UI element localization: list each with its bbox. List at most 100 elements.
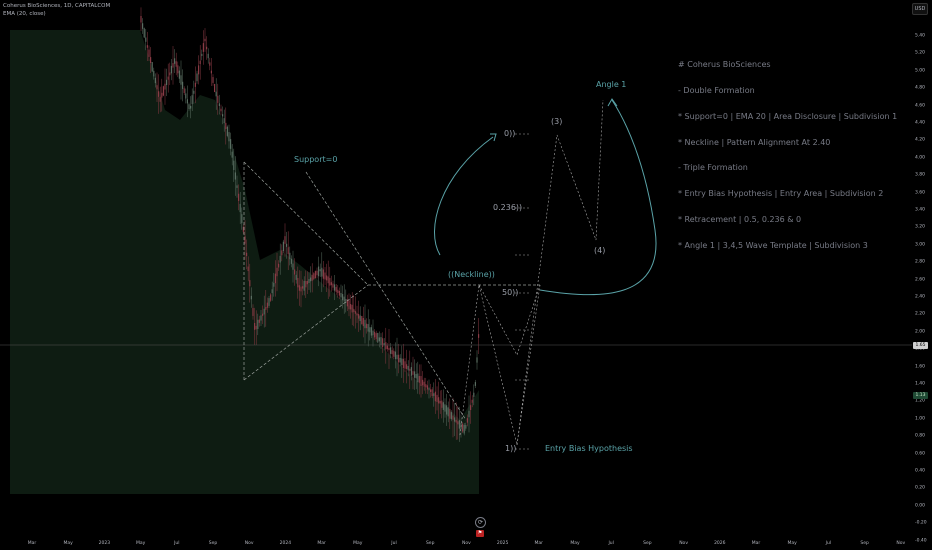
candle-body	[275, 274, 276, 284]
candle-body	[209, 62, 210, 65]
candle-body	[468, 411, 469, 417]
candle-body	[224, 118, 225, 123]
candle-body	[342, 294, 343, 300]
candle-body	[392, 350, 393, 354]
candle-body	[244, 236, 245, 243]
candle-body	[230, 139, 231, 149]
candle-body	[152, 62, 153, 72]
candle-body	[400, 358, 401, 363]
candle-body	[288, 247, 289, 254]
price-tick: 1.00	[915, 416, 925, 421]
note-line: - Double Formation	[678, 87, 897, 96]
candle-body	[454, 417, 455, 421]
time-tick: Jul	[391, 541, 396, 546]
candle-body	[456, 420, 457, 423]
time-tick: 2026	[714, 541, 725, 546]
candle-body	[313, 273, 314, 279]
candle-body	[462, 424, 463, 432]
price-axis[interactable]: 5.40 5.20 5.00 4.80 4.60 4.40 4.20 4.00 3.80 3.60…	[912, 0, 932, 538]
candle-body	[312, 275, 313, 281]
indicator-label[interactable]: EMA (20, close)	[3, 11, 46, 17]
candle-body	[388, 348, 389, 350]
candle-body	[296, 275, 297, 280]
price-tick: 3.60	[915, 190, 925, 195]
price-tick: 1.20	[915, 399, 925, 404]
candle-body	[148, 50, 149, 57]
time-axis[interactable]: Mar May 2023 May Jul Sep Nov 2024 Mar May Jul Sep No…	[0, 538, 912, 550]
candle-body	[417, 373, 418, 382]
candle-body	[174, 58, 175, 64]
time-tick: Sep	[860, 541, 868, 546]
candle-body	[264, 309, 265, 315]
time-tick: Jul	[826, 541, 831, 546]
time-tick: Mar	[535, 541, 544, 546]
time-tick: May	[788, 541, 797, 546]
candle-body	[430, 389, 431, 392]
candle-body	[201, 54, 202, 56]
candle-body	[390, 347, 391, 354]
ema-area	[10, 30, 479, 494]
fib-50-label: 50))	[502, 288, 518, 297]
angle-label: Angle 1	[596, 80, 626, 89]
candle-body	[475, 382, 476, 386]
flag-icon[interactable]: ⚑	[476, 530, 484, 537]
candle-body	[225, 123, 226, 129]
time-tick: Nov	[245, 541, 254, 546]
candle-body	[268, 298, 269, 306]
candle-body	[204, 39, 205, 41]
candle-body	[433, 393, 434, 396]
candle-body	[380, 337, 381, 345]
candle-body	[147, 45, 148, 48]
note-line: # Coherus BioSciences	[678, 61, 897, 70]
candle-body	[193, 91, 194, 94]
candle-body	[150, 57, 151, 63]
time-tick: May	[353, 541, 362, 546]
price-tick: 1.40	[915, 382, 925, 387]
candle-body	[308, 279, 309, 283]
price-tick: 5.00	[915, 68, 925, 73]
time-tick: Mar	[28, 541, 37, 546]
candle-body	[291, 259, 292, 264]
time-tick: Nov	[896, 541, 905, 546]
price-tick: 2.60	[915, 277, 925, 282]
candle-body	[188, 104, 189, 109]
candle-body	[438, 397, 439, 403]
candle-body	[203, 43, 204, 52]
candle-body	[459, 420, 460, 428]
candle-body	[172, 63, 173, 68]
candle-body	[196, 74, 197, 82]
price-tick: 2.00	[915, 329, 925, 334]
candle-body	[278, 264, 279, 268]
candle-body	[163, 86, 164, 95]
candle-body	[366, 324, 367, 328]
candle-body	[220, 109, 221, 112]
symbol-title[interactable]: Coherus BioSciences, 1D, CAPITALCOM	[3, 3, 110, 9]
time-tick: Mar	[752, 541, 761, 546]
candle-body	[161, 93, 162, 98]
candle-body	[164, 84, 165, 90]
candle-body	[252, 308, 253, 316]
candle-body	[451, 412, 452, 419]
candle-body	[387, 346, 388, 349]
candle-body	[409, 369, 410, 371]
candle-body	[361, 316, 362, 324]
candle-body	[304, 281, 305, 291]
candle-body	[379, 337, 380, 341]
candle-body	[457, 421, 458, 424]
candle-body	[219, 103, 220, 106]
candle-body	[350, 304, 351, 309]
candle-body	[452, 416, 453, 420]
candle-body	[158, 91, 159, 97]
entry-bias-label: Entry Bias Hypothesis	[545, 444, 633, 453]
time-tick: Sep	[643, 541, 651, 546]
candle-body	[228, 132, 229, 141]
candle-body	[412, 371, 413, 375]
candle-body	[363, 318, 364, 326]
tradingview-logo-icon[interactable]: ⟳	[475, 517, 486, 528]
candle-body	[353, 309, 354, 312]
candle-body	[443, 402, 444, 410]
candle-body	[302, 286, 303, 288]
price-tick: 3.20	[915, 225, 925, 230]
candle-body	[236, 185, 237, 188]
candle-body	[369, 327, 370, 332]
